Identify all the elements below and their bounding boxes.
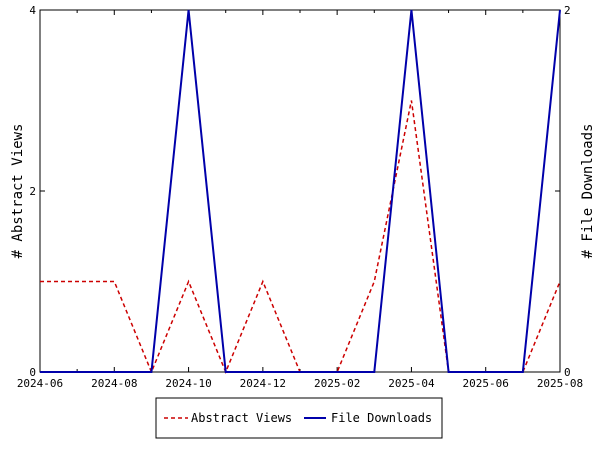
x-tick-label: 2025-02 (314, 377, 360, 390)
x-tick-label: 2024-06 (17, 377, 63, 390)
y-left-tick-label: 4 (29, 4, 36, 17)
x-tick-label: 2024-12 (240, 377, 286, 390)
y-left-tick-label: 0 (29, 366, 36, 379)
y-right-tick-label: 0 (564, 366, 571, 379)
y-left-tick-label: 2 (29, 185, 36, 198)
x-tick-label: 2024-10 (165, 377, 211, 390)
x-tick-label: 2025-08 (537, 377, 583, 390)
plot-area (39, 9, 561, 373)
x-tick-label: 2024-08 (91, 377, 137, 390)
legend-box (155, 397, 443, 439)
x-tick-label: 2025-06 (463, 377, 509, 390)
legend-label-file-downloads: File Downloads (331, 411, 432, 425)
legend: Abstract Views File Downloads (155, 397, 443, 439)
y-right-tick-label: 2 (564, 4, 571, 17)
series-line-file-downloads (40, 9, 561, 373)
series-layer (40, 9, 561, 374)
y-axis-right-title: # File Downloads (580, 124, 596, 259)
y-axis-left-title: # Abstract Views (10, 124, 26, 259)
x-tick-label: 2025-04 (388, 377, 435, 390)
legend-label-abstract-views: Abstract Views (191, 411, 292, 425)
